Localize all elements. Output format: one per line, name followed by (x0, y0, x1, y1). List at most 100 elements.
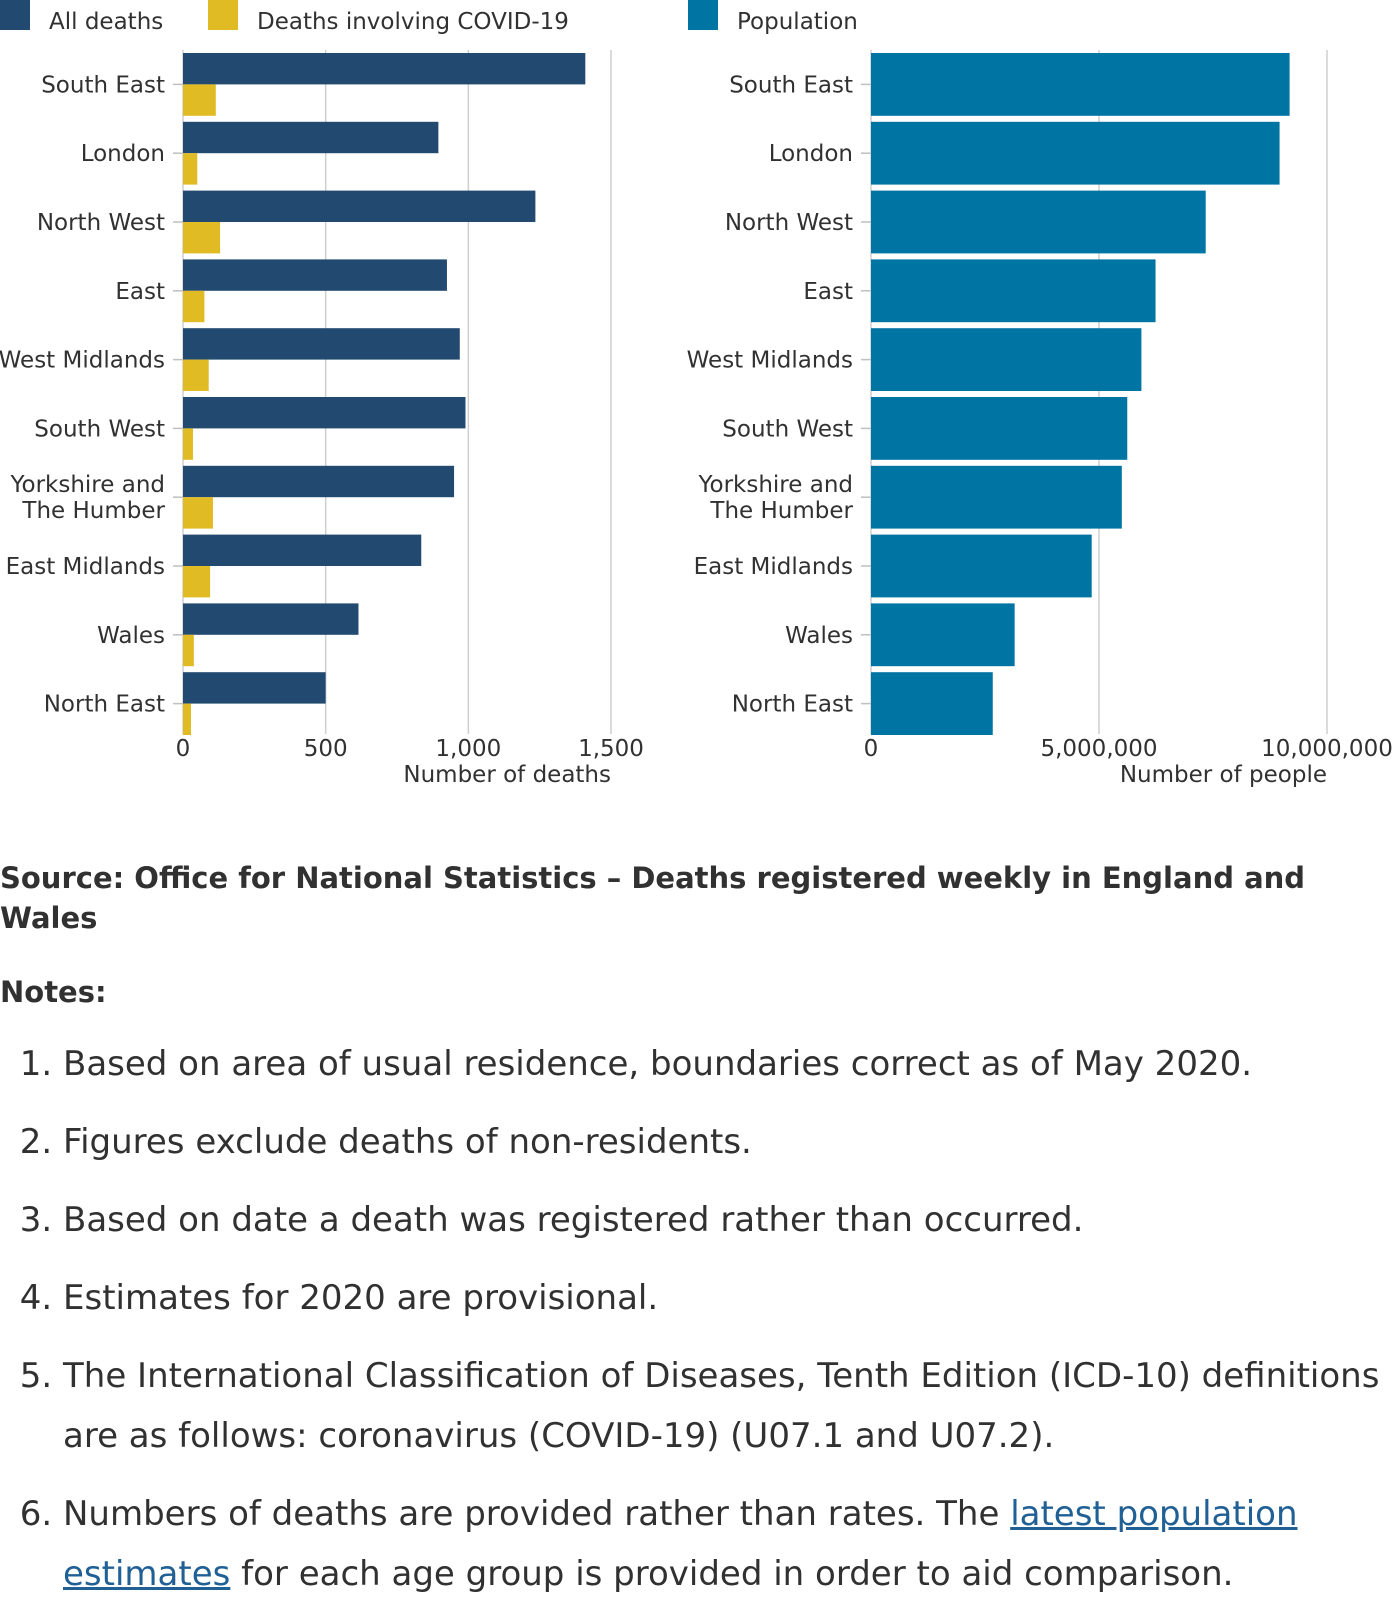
note-item: Estimates for 2020 are provisional. (63, 1268, 1380, 1328)
category-label-line: North East (44, 692, 165, 718)
category-label-yorkshire-and-the-humber: Yorkshire and The Humber (10, 472, 166, 524)
category-label-line: East (115, 279, 165, 305)
note-item: The International Classification of Dise… (63, 1346, 1380, 1466)
notes-section: Source: Office for National Statistics –… (0, 858, 1380, 1622)
category-label-east: East (803, 279, 853, 305)
bar-deaths-involving-covid-19-yorkshire-and-the-humber (183, 497, 213, 529)
bar-deaths-involving-covid-19-south-west (183, 428, 193, 460)
category-label-line: North West (37, 210, 165, 236)
bar-all-deaths-south-east (183, 53, 586, 85)
bar-population-yorkshire-and-the-humber (871, 465, 1122, 529)
bar-all-deaths-yorkshire-and-the-humber (183, 465, 455, 498)
x-tick-label: 1,000 (435, 736, 501, 762)
bar-all-deaths-east (183, 259, 447, 291)
bar-population-north-east (871, 672, 993, 735)
category-label-south-east: South East (41, 72, 165, 98)
x-tick-label: 0 (864, 736, 879, 762)
category-label-north-east: North East (732, 692, 853, 718)
bar-population-wales (871, 603, 1015, 667)
population-estimates-link[interactable]: latest population estimates (63, 1494, 1298, 1594)
category-label-east-midlands: East Midlands (6, 554, 165, 580)
note-text: Numbers of deaths are provided rather th… (63, 1494, 1011, 1534)
category-label-south-west: South West (34, 416, 165, 442)
note-item: Based on date a death was registered rat… (63, 1190, 1380, 1250)
legend-label-deaths-involving-covid-19: Deaths involving COVID-19 (257, 9, 569, 35)
category-label-line: Wales (97, 623, 165, 649)
category-label-north-west: North West (725, 210, 853, 236)
category-label-line: The Humber (21, 498, 165, 524)
bar-population-london (871, 121, 1280, 185)
category-label-east: East (115, 279, 165, 305)
note-item: Based on area of usual residence, bounda… (63, 1034, 1380, 1094)
bar-population-east-midlands (871, 534, 1092, 598)
bar-all-deaths-north-west (183, 190, 536, 222)
category-label-line: South East (729, 72, 853, 98)
category-label-line: West Midlands (0, 348, 165, 374)
legend-label-population: Population (737, 9, 858, 35)
category-label-wales: Wales (785, 623, 853, 649)
bar-deaths-involving-covid-19-south-east (183, 84, 216, 116)
bar-deaths-involving-covid-19-north-east (183, 703, 191, 735)
category-label-london: London (81, 141, 165, 167)
bar-deaths-involving-covid-19-east (183, 290, 205, 323)
notes-list: Based on area of usual residence, bounda… (0, 1034, 1380, 1604)
category-label-west-midlands: West Midlands (687, 348, 853, 374)
category-label-west-midlands: West Midlands (0, 348, 165, 374)
note-item: Numbers of deaths are provided rather th… (63, 1484, 1380, 1604)
category-label-line: East Midlands (6, 554, 165, 580)
category-label-line: London (769, 141, 853, 167)
note-item: Figures exclude deaths of non-residents. (63, 1112, 1380, 1172)
category-label-line: East Midlands (694, 554, 853, 580)
legend-deaths: All deaths Deaths involving COVID-19 (0, 0, 569, 35)
bar-deaths-involving-covid-19-north-west (183, 222, 221, 254)
bar-all-deaths-london (183, 121, 439, 154)
x-tick-label: 1,500 (578, 736, 644, 762)
x-tick-label: 500 (304, 736, 348, 762)
category-label-line: West Midlands (687, 348, 853, 374)
notes-heading: Notes: (0, 975, 107, 1009)
bar-population-south-west (871, 397, 1128, 460)
source-text: Source: Office for National Statistics –… (0, 861, 1306, 935)
bar-all-deaths-wales (183, 603, 359, 635)
category-label-east-midlands: East Midlands (694, 554, 853, 580)
bar-deaths-involving-covid-19-london (183, 153, 198, 185)
category-label-line: Wales (785, 623, 853, 649)
category-label-line: Yorkshire and (10, 472, 165, 498)
x-tick-label: 10,000,000 (1261, 736, 1393, 762)
bar-population-south-east (871, 53, 1290, 116)
bar-all-deaths-north-east (183, 672, 326, 704)
bar-population-north-west (871, 190, 1206, 254)
category-label-line: South West (34, 416, 165, 442)
charts-area: All deaths Deaths involving COVID-19 Popu… (0, 0, 1393, 788)
x-axis-label: Number of people (1120, 762, 1327, 788)
bar-deaths-involving-covid-19-wales (183, 634, 194, 667)
legend-swatch-population (688, 0, 718, 30)
category-label-line: Yorkshire and (698, 472, 853, 498)
legend-population: Population (688, 0, 858, 35)
category-label-south-west: South West (722, 416, 853, 442)
bar-deaths-involving-covid-19-east-midlands (183, 566, 211, 598)
legend-label-all-deaths: All deaths (49, 9, 163, 35)
population-bar-chart: South East London North West East West Midla… (687, 50, 1393, 788)
category-label-south-east: South East (729, 72, 853, 98)
category-label-line: London (81, 141, 165, 167)
deaths-bar-chart: South East London North West East West Midla… (0, 50, 644, 788)
category-label-line: South West (722, 416, 853, 442)
category-label-north-east: North East (44, 692, 165, 718)
bar-population-west-midlands (871, 328, 1142, 391)
category-label-line: North East (732, 692, 853, 718)
bar-all-deaths-west-midlands (183, 328, 460, 360)
legend-swatch-deaths-involving-covid-19 (208, 0, 238, 30)
x-tick-label: 5,000,000 (1040, 736, 1157, 762)
category-label-line: East (803, 279, 853, 305)
x-tick-label: 0 (176, 736, 191, 762)
legend-swatch-all-deaths (0, 0, 30, 30)
category-label-line: North West (725, 210, 853, 236)
category-label-line: South East (41, 72, 165, 98)
bar-deaths-involving-covid-19-west-midlands (183, 359, 209, 391)
note-text: for each age group is provided in order … (230, 1554, 1234, 1594)
category-label-wales: Wales (97, 623, 165, 649)
category-label-london: London (769, 141, 853, 167)
category-label-line: The Humber (709, 498, 853, 524)
category-label-north-west: North West (37, 210, 165, 236)
